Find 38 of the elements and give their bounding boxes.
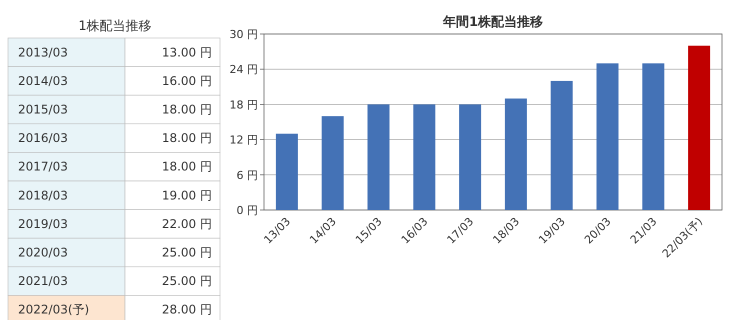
text: 13.00 円 — [162, 45, 212, 60]
bar — [550, 80, 573, 210]
bar — [642, 63, 664, 210]
text: 28.00 円 — [162, 302, 212, 317]
bar — [688, 46, 710, 210]
text: 25.00 円 — [162, 274, 212, 288]
y-tick-label: 24 円 — [230, 63, 258, 76]
text: 2017/03 — [18, 160, 68, 174]
y-tick-label: 30 円 — [230, 28, 258, 41]
y-tick-label: 6 円 — [236, 168, 258, 182]
y-tick-label: 12 円 — [230, 134, 258, 147]
chart-title: 年間1株配当推移 — [442, 15, 544, 30]
bar — [459, 104, 482, 210]
text: 2014/03 — [18, 74, 68, 88]
bar — [413, 104, 436, 210]
text: 25.00 円 — [162, 246, 212, 260]
y-tick-label: 0 円 — [236, 204, 258, 217]
text: 2016/03 — [18, 131, 68, 146]
text: 2013/03 — [18, 45, 68, 60]
bar — [322, 116, 344, 210]
y-tick-label: 18 円 — [230, 98, 258, 112]
text: 2022/03(予) — [18, 302, 90, 317]
text: 2020/03 — [18, 246, 68, 260]
bar — [276, 134, 298, 210]
text: 18.00 円 — [162, 160, 212, 174]
text: 2019/03 — [18, 216, 68, 231]
text: 16.00 円 — [162, 74, 212, 88]
bar — [596, 63, 618, 210]
text: 1株配当推移 — [78, 19, 152, 34]
text: 22.00 円 — [162, 216, 212, 231]
text: 18.00 円 — [162, 131, 212, 146]
text: 18.00 円 — [162, 102, 212, 116]
text: 19.00 円 — [162, 188, 212, 202]
text: 2015/03 — [18, 102, 68, 116]
bar — [368, 104, 390, 210]
text: 2018/03 — [18, 188, 68, 202]
text: 2021/03 — [18, 274, 68, 288]
bar — [504, 98, 527, 210]
